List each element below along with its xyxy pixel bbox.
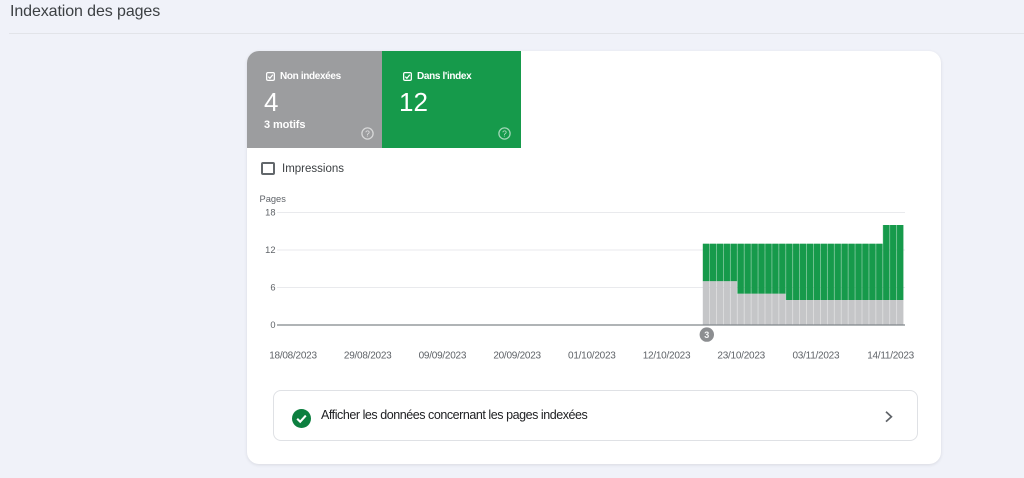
svg-text:3: 3 — [704, 330, 709, 340]
svg-text:20/09/2023: 20/09/2023 — [493, 350, 541, 361]
svg-text:12/10/2023: 12/10/2023 — [643, 350, 691, 361]
svg-text:01/10/2023: 01/10/2023 — [568, 350, 616, 361]
svg-text:?: ? — [365, 128, 370, 138]
svg-text:09/09/2023: 09/09/2023 — [419, 350, 467, 361]
svg-text:18/08/2023: 18/08/2023 — [269, 350, 317, 361]
svg-text:14/11/2023: 14/11/2023 — [867, 350, 914, 361]
svg-text:23/10/2023: 23/10/2023 — [717, 350, 765, 361]
svg-text:12: 12 — [265, 245, 275, 255]
svg-text:6: 6 — [270, 282, 275, 292]
svg-text:?: ? — [502, 128, 507, 138]
svg-text:18: 18 — [265, 207, 275, 217]
svg-text:03/11/2023: 03/11/2023 — [792, 350, 839, 361]
svg-text:0: 0 — [270, 320, 275, 330]
svg-text:29/08/2023: 29/08/2023 — [344, 350, 392, 361]
svg-text:Pages: Pages — [260, 194, 287, 204]
